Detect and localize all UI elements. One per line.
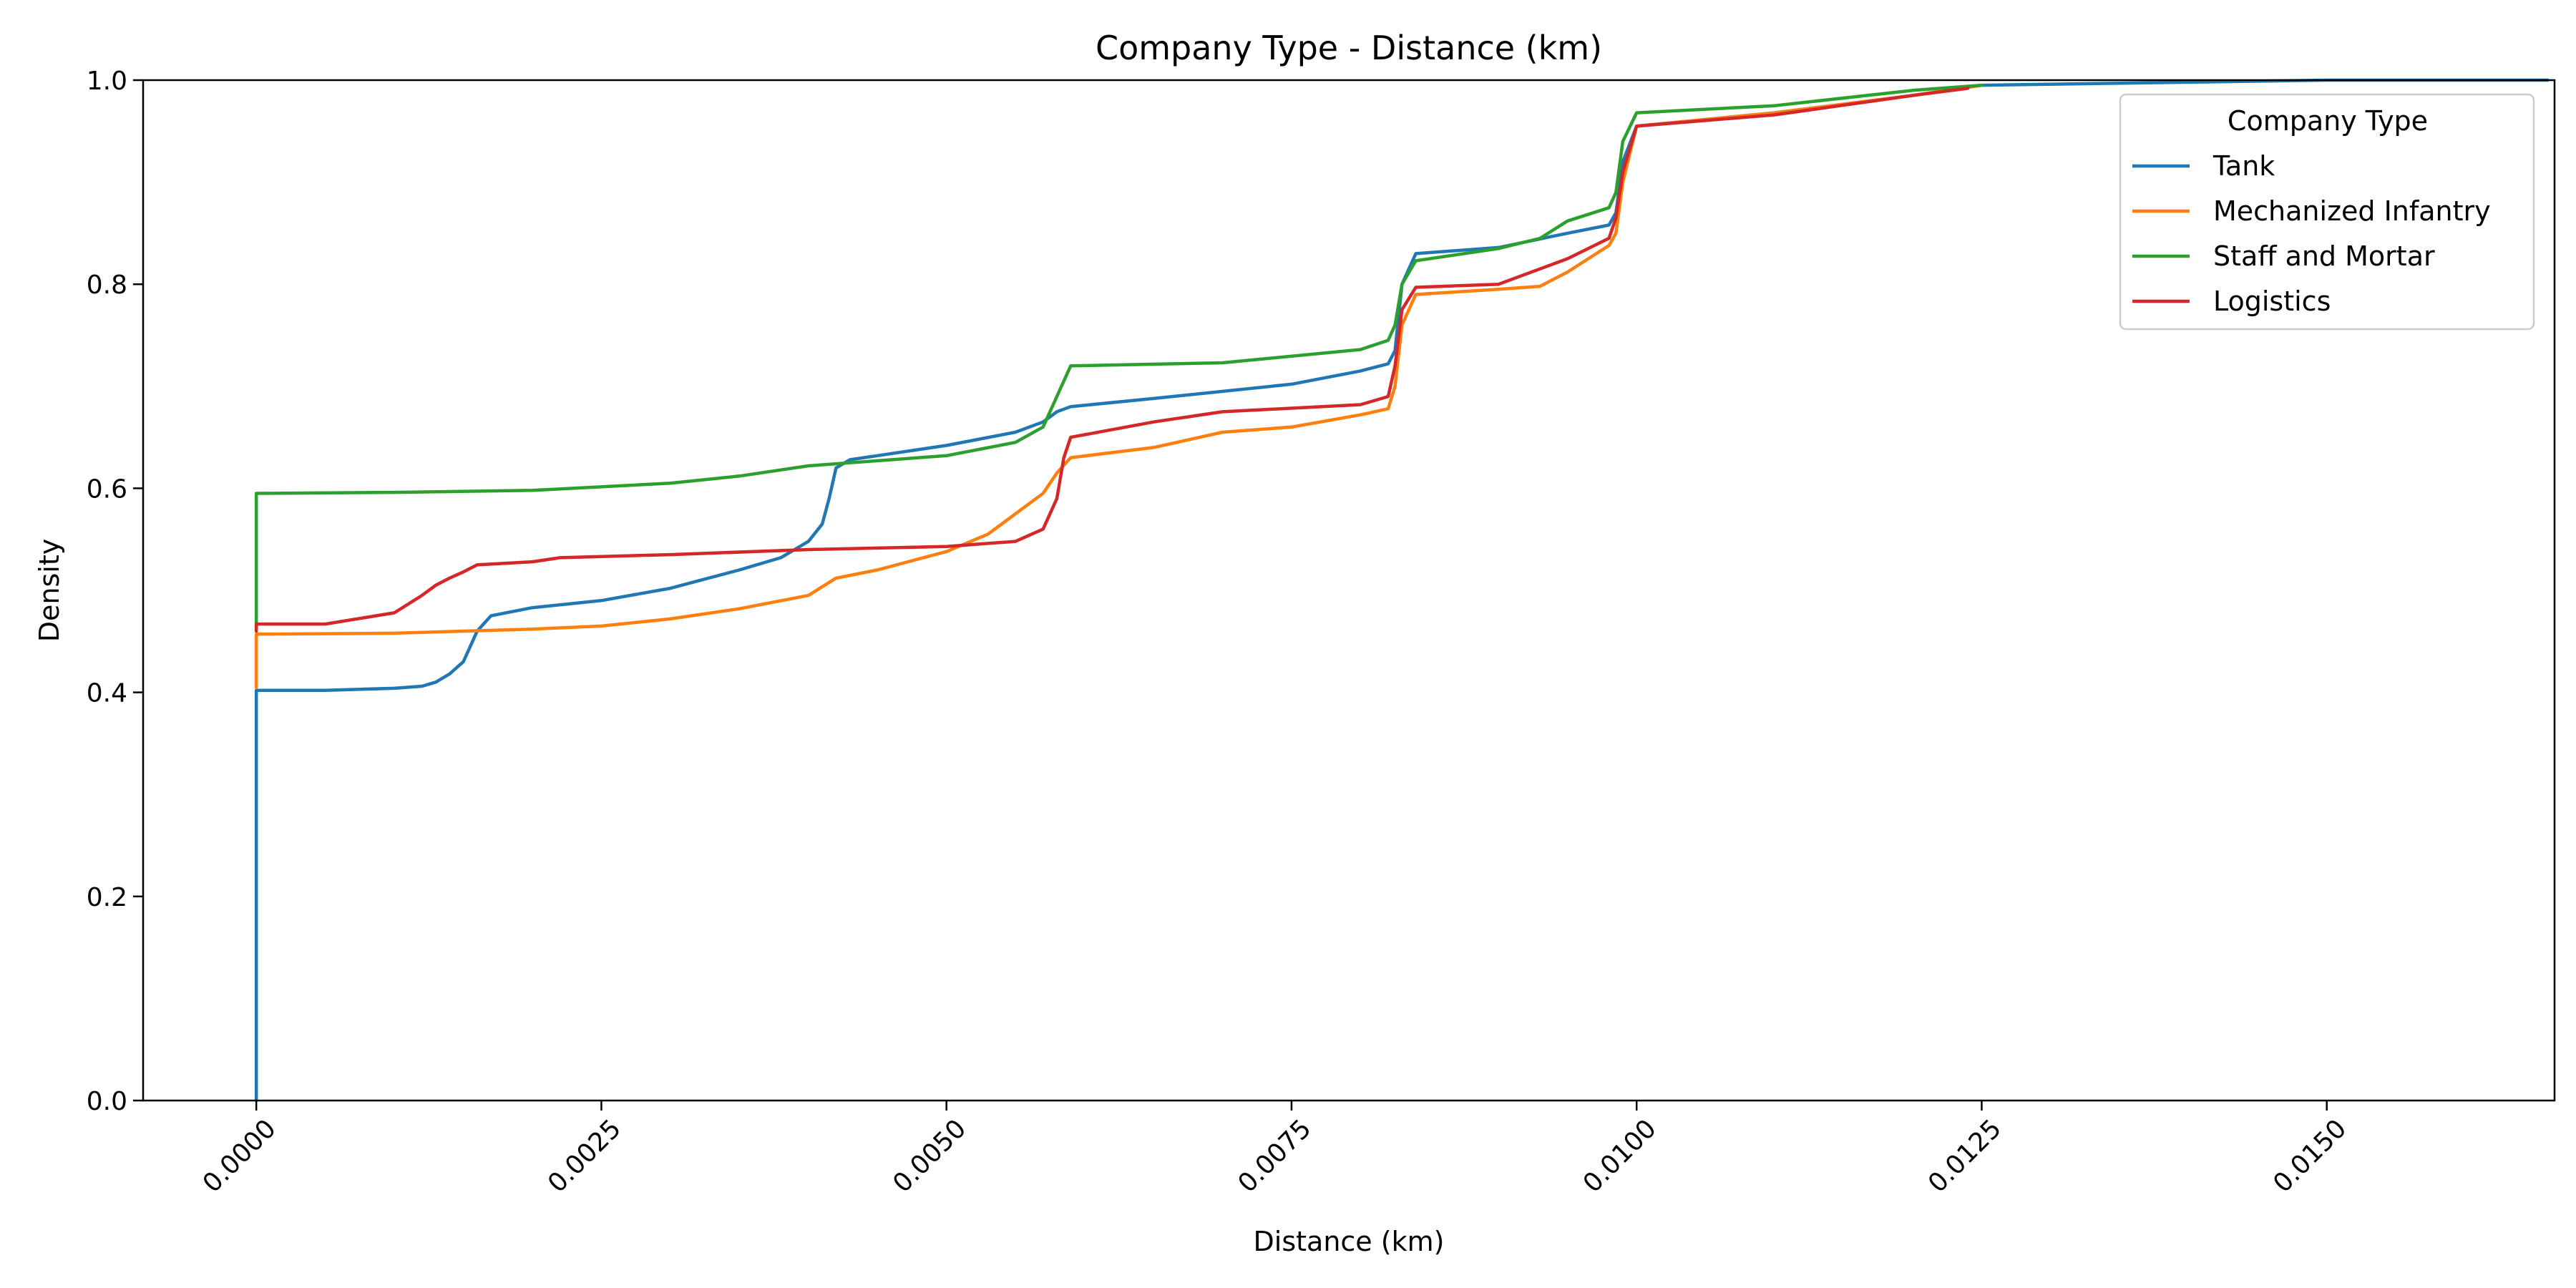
axes (142, 79, 2556, 1102)
y-tick-label: 0.8 (87, 270, 127, 300)
legend: Company Type Tank Mechanized Infantry Staf… (2119, 93, 2535, 331)
y-tick-label: 0.4 (87, 679, 127, 708)
legend-label: Staff and Mortar (2213, 240, 2435, 272)
plot-frame (142, 79, 2556, 1102)
legend-label: Logistics (2213, 286, 2331, 317)
y-tick-label: 0.6 (87, 474, 127, 504)
legend-label: Tank (2212, 150, 2275, 182)
legend-items: Tank Mechanized Infantry Staff and Mortar L… (2132, 150, 2491, 317)
legend-box (2119, 93, 2535, 331)
x-axis-label: Distance (km) (1254, 1226, 1445, 1257)
series-line-staff-and-mortar (254, 83, 1984, 633)
y-axis-label: Density (34, 539, 65, 642)
series-line-mechanized-infantry (254, 83, 1984, 689)
legend-title: Company Type (2228, 105, 2428, 137)
chart-title: Company Type - Distance (km) (1096, 29, 1602, 67)
series-layer (254, 78, 2550, 1103)
legend-label: Mechanized Infantry (2213, 195, 2491, 227)
series-line-logistics (254, 87, 1970, 633)
y-axis-ticks: 0.0 0.2 0.4 0.6 0.8 1.0 (87, 67, 143, 1116)
y-tick-label: 0.2 (87, 883, 127, 912)
y-tick-label: 0.0 (87, 1087, 127, 1116)
y-tick-label: 1.0 (87, 67, 127, 96)
